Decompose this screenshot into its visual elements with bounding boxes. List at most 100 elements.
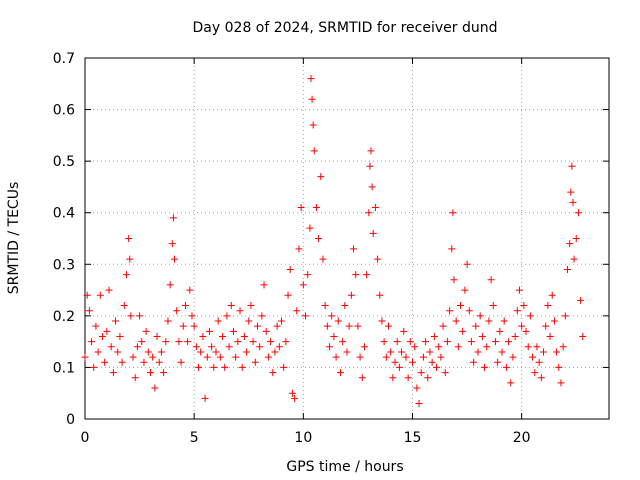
data-point [579, 332, 587, 340]
data-point [535, 358, 543, 366]
data-point [366, 162, 374, 170]
data-point [411, 343, 419, 351]
data-point [291, 394, 299, 402]
data-point [363, 271, 371, 279]
data-point [157, 348, 165, 356]
data-point [374, 255, 382, 263]
data-point [476, 312, 484, 320]
y-tick-label: 0.5 [53, 154, 75, 170]
data-point [439, 322, 447, 330]
data-point [321, 302, 329, 310]
data-point [467, 338, 475, 346]
data-point [400, 327, 408, 335]
data-point [260, 281, 268, 289]
data-point [144, 348, 152, 356]
data-point [310, 147, 318, 155]
y-tick-label: 0.6 [53, 103, 75, 119]
data-point [173, 307, 181, 315]
data-point [126, 255, 134, 263]
data-point [553, 348, 561, 356]
x-tick-label: 0 [81, 430, 90, 446]
data-point [284, 291, 292, 299]
data-point [380, 338, 388, 346]
data-point [221, 363, 229, 371]
y-tick-label: 0.1 [53, 360, 75, 376]
data-point [262, 327, 270, 335]
data-point [378, 317, 386, 325]
data-point [103, 327, 111, 335]
data-point [368, 183, 376, 191]
data-point [472, 322, 480, 330]
data-point [371, 204, 379, 212]
data-point [136, 312, 144, 320]
data-point [360, 343, 368, 351]
data-point [238, 363, 246, 371]
data-point [253, 322, 261, 330]
data-point [511, 332, 519, 340]
data-point [345, 322, 353, 330]
data-point [175, 338, 183, 346]
data-point [449, 209, 457, 217]
data-point [179, 322, 187, 330]
data-point [90, 363, 98, 371]
data-point [448, 245, 456, 253]
data-point [350, 245, 358, 253]
data-point [229, 327, 237, 335]
data-point [457, 302, 465, 310]
data-point [171, 255, 179, 263]
x-tick-label: 10 [294, 430, 312, 446]
data-point [92, 322, 100, 330]
data-point [190, 322, 198, 330]
data-point [192, 343, 200, 351]
data-point [299, 281, 307, 289]
data-point [570, 255, 578, 263]
data-point [435, 343, 443, 351]
data-point [409, 358, 416, 366]
data-point [212, 348, 220, 356]
data-point [550, 317, 558, 325]
data-point [323, 322, 331, 330]
data-point [459, 327, 467, 335]
data-point [470, 358, 478, 366]
data-point [489, 302, 497, 310]
y-tick-label: 0.4 [53, 206, 75, 222]
data-point [243, 348, 251, 356]
data-point [564, 265, 572, 273]
data-point [341, 302, 349, 310]
data-point [413, 384, 421, 392]
data-point [309, 121, 317, 129]
data-point [114, 348, 122, 356]
data-point [367, 147, 375, 155]
data-point [116, 332, 124, 340]
data-point [326, 343, 334, 351]
data-point [273, 322, 281, 330]
data-point [129, 353, 137, 361]
data-point [286, 265, 294, 273]
data-point [540, 348, 547, 356]
data-point [520, 302, 528, 310]
data-point [574, 209, 582, 217]
data-point [210, 363, 218, 371]
data-point [109, 369, 117, 377]
data-point [433, 363, 441, 371]
data-point [280, 363, 288, 371]
data-point [85, 307, 93, 315]
data-point [463, 260, 471, 268]
data-point [81, 353, 89, 361]
data-point [461, 286, 469, 294]
data-point [88, 338, 96, 346]
data-point [278, 317, 285, 325]
data-point [339, 338, 347, 346]
data-point [557, 379, 565, 387]
data-point [567, 188, 575, 196]
data-point [509, 353, 517, 361]
data-point [188, 312, 196, 320]
data-point [197, 348, 205, 356]
data-point [387, 348, 395, 356]
data-point [529, 353, 537, 361]
data-point [101, 358, 109, 366]
data-point [240, 332, 248, 340]
y-tick-label: 0.7 [53, 51, 75, 67]
data-point [391, 358, 399, 366]
